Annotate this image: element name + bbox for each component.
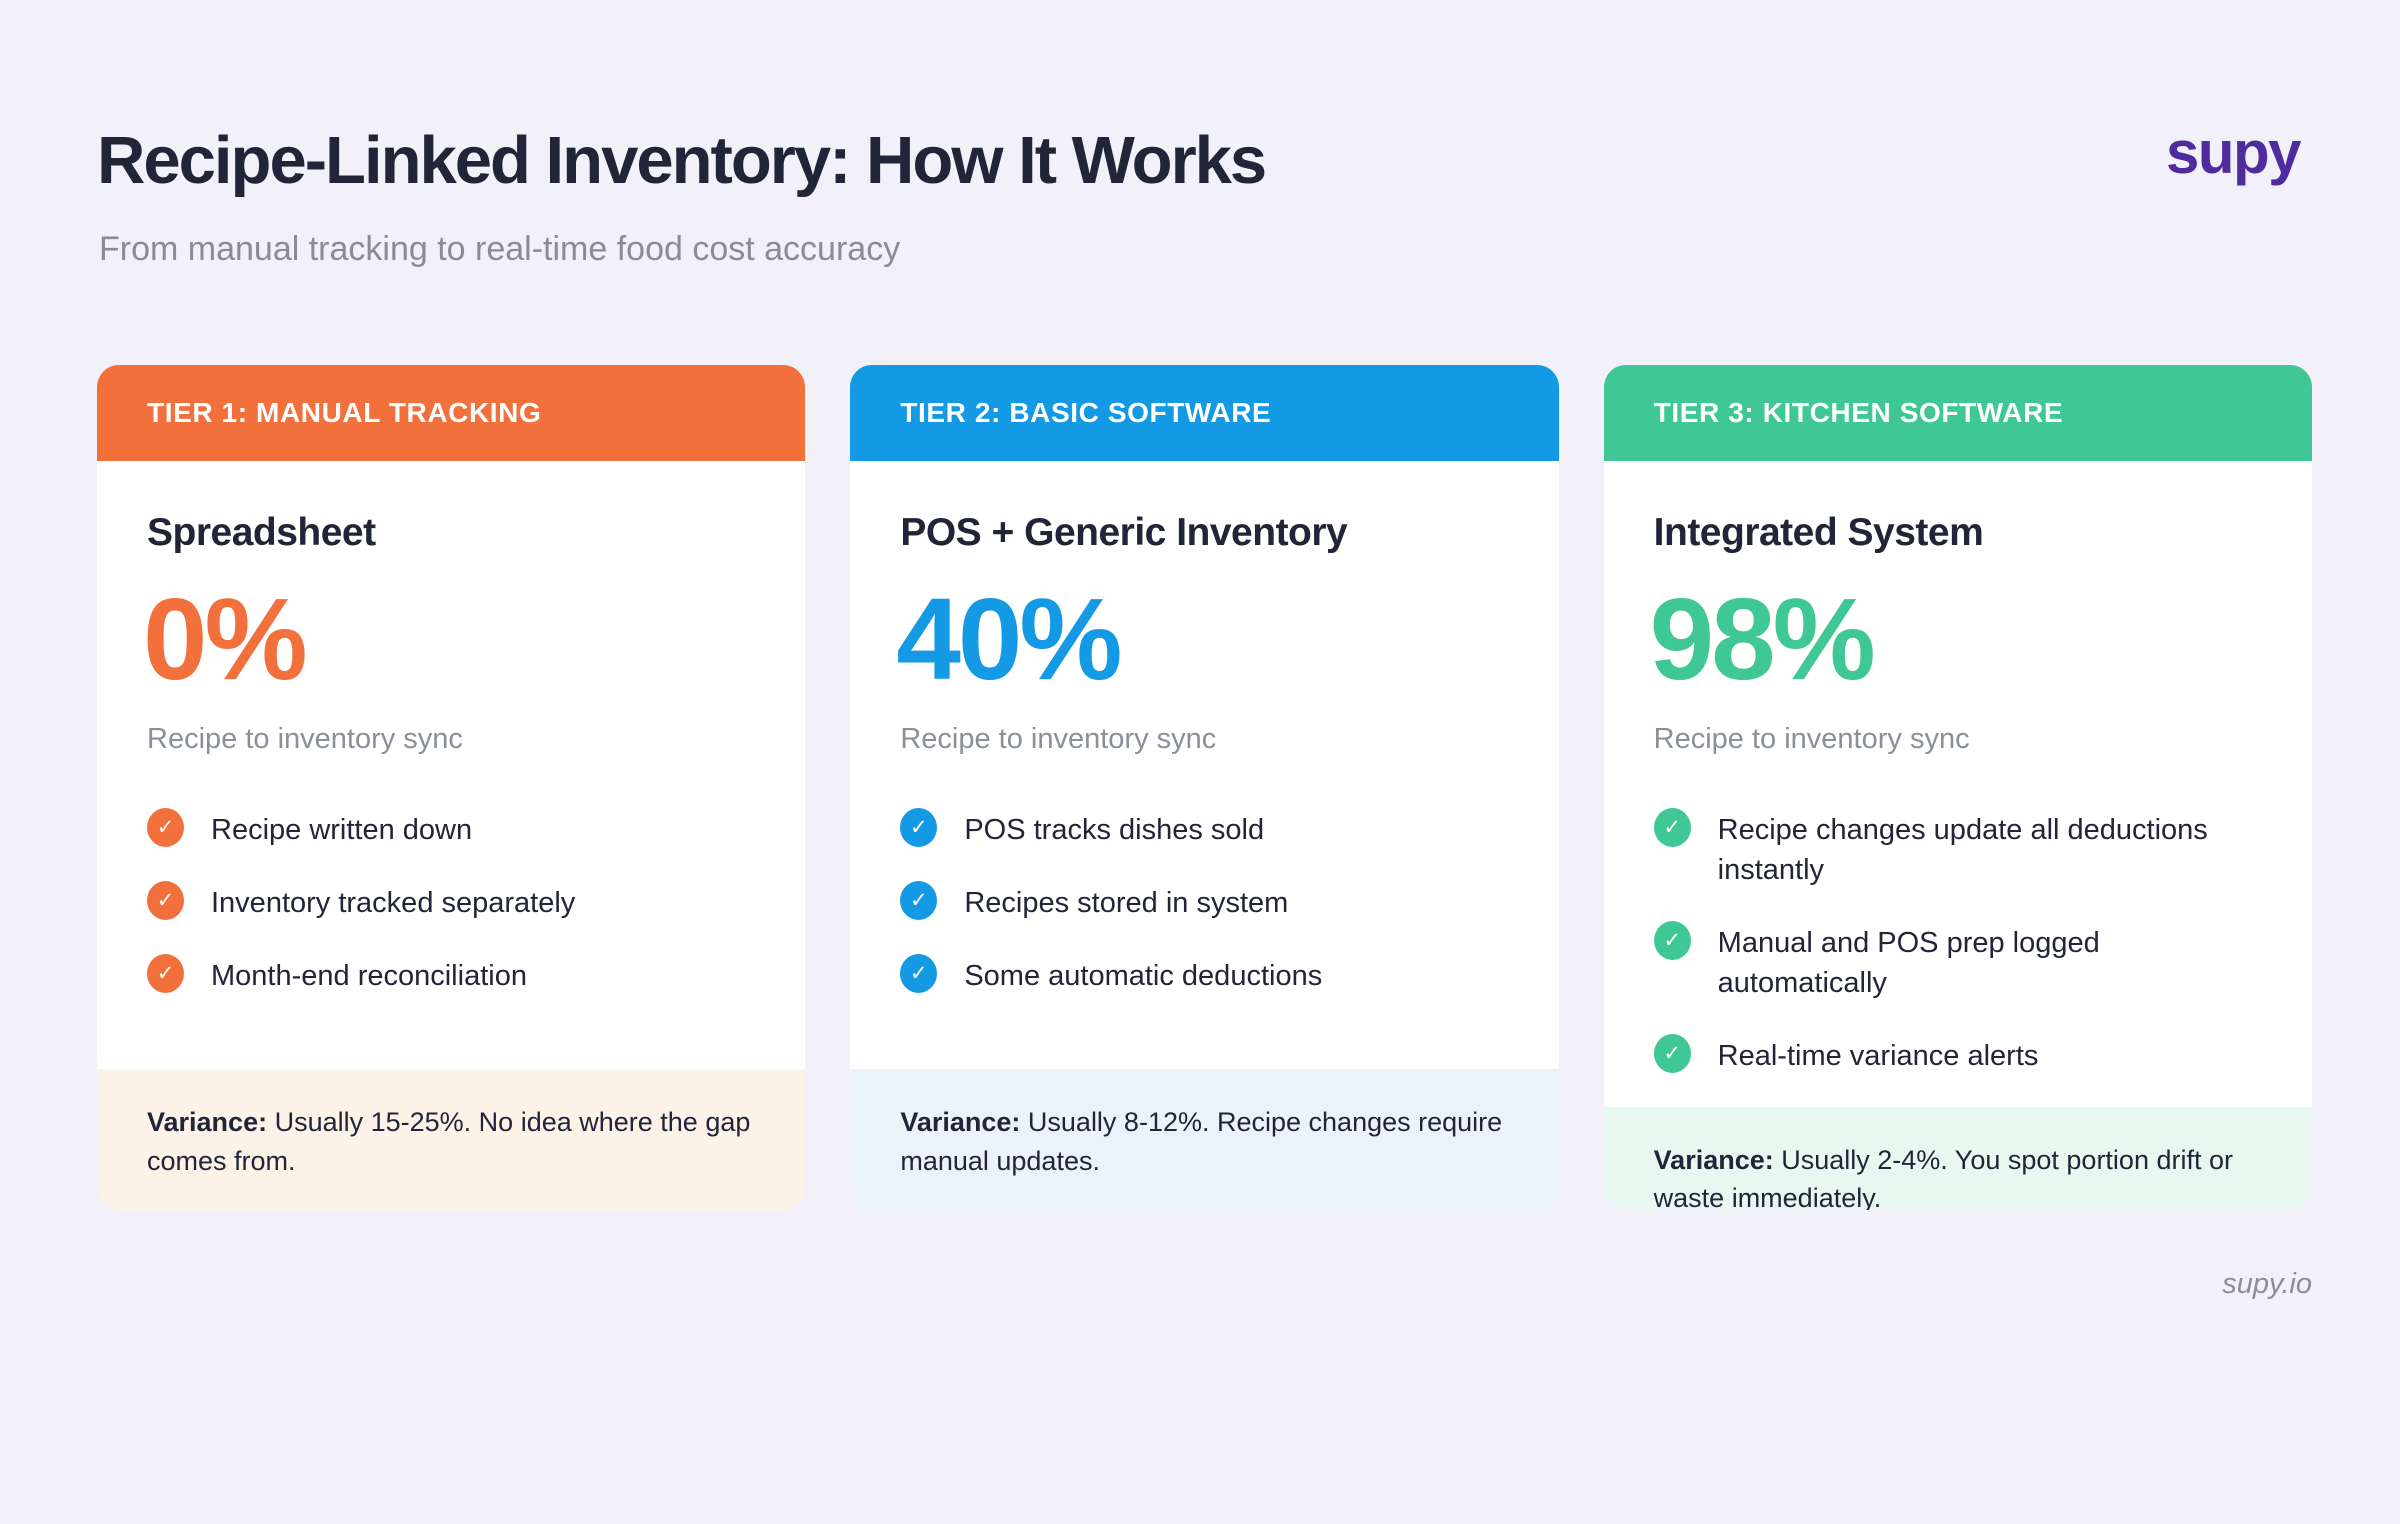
check-icon: ✓: [147, 881, 184, 921]
tier2-sync-caption: Recipe to inventory sync: [900, 723, 1217, 755]
tier-cards-row: TIER 1: MANUAL TRACKING Spreadsheet 0% R…: [97, 365, 2312, 1210]
feature-text: POS tracks dishes sold: [964, 814, 1265, 846]
variance-text: Usually 2-4%. You spot portion drift or …: [1653, 1145, 2233, 1210]
tier1-sync-caption: Recipe to inventory sync: [147, 723, 463, 755]
feature-item: ✓ Recipe changes update all deductions i…: [1653, 808, 2262, 890]
variance-label: Variance:: [900, 1107, 1021, 1138]
tier1-variance-footer: Variance: Usually 15-25%. No idea where …: [97, 1069, 806, 1210]
feature-text: Recipes stored in system: [964, 887, 1289, 920]
check-icon: ✓: [147, 808, 184, 847]
tier3-card: TIER 3: KITCHEN SOFTWARE Integrated Syst…: [1603, 365, 2312, 1210]
feature-item: ✓ Manual and POS prep logged automatical…: [1653, 921, 2262, 1003]
tier3-card-header: TIER 3: KITCHEN SOFTWARE: [1603, 365, 2312, 461]
variance-label: Variance:: [147, 1107, 268, 1138]
check-icon: ✓: [900, 954, 938, 994]
feature-text: Manual and POS prep logged automatically: [1717, 927, 2100, 1000]
tier2-card-body: POS + Generic Inventory 40% Recipe to in…: [850, 461, 1559, 1070]
check-icon: ✓: [147, 954, 184, 994]
tier2-card: TIER 2: BASIC SOFTWARE POS + Generic Inv…: [850, 365, 1559, 1210]
page-subtitle: From manual tracking to real-time food c…: [99, 230, 901, 269]
feature-item: ✓ Some automatic deductions: [900, 954, 1508, 996]
supy-logo: supy: [2165, 119, 2302, 186]
tier2-label: TIER 2: BASIC SOFTWARE: [900, 397, 1272, 428]
feature-text: Recipe changes update all deductions ins…: [1717, 814, 2208, 887]
tier2-feature-list: ✓ POS tracks dishes sold ✓ Recipes store…: [900, 808, 1508, 996]
tier1-sync-percent: 0%: [143, 574, 308, 704]
feature-item: ✓ Recipe written down: [147, 808, 755, 850]
check-icon: ✓: [900, 881, 938, 921]
check-icon: ✓: [1653, 808, 1691, 847]
tier3-sync-caption: Recipe to inventory sync: [1653, 723, 1970, 755]
tier1-card-header: TIER 1: MANUAL TRACKING: [97, 365, 806, 461]
variance-text: Usually 15-25%. No idea where the gap co…: [147, 1107, 751, 1176]
tier2-system-name: POS + Generic Inventory: [900, 511, 1348, 554]
page-title: Recipe-Linked Inventory: How It Works: [97, 123, 1267, 198]
feature-text: Inventory tracked separately: [211, 887, 576, 920]
tier1-feature-list: ✓ Recipe written down ✓ Inventory tracke…: [147, 808, 755, 996]
tier3-label: TIER 3: KITCHEN SOFTWARE: [1653, 397, 2064, 428]
check-icon: ✓: [1653, 921, 1691, 961]
tier3-feature-list: ✓ Recipe changes update all deductions i…: [1653, 808, 2262, 1076]
feature-text: Real-time variance alerts: [1717, 1040, 2039, 1073]
feature-item: ✓ POS tracks dishes sold: [900, 808, 1508, 850]
check-icon: ✓: [1653, 1034, 1691, 1074]
feature-item: ✓ Real-time variance alerts: [1653, 1034, 2262, 1076]
tier2-sync-percent: 40%: [896, 574, 1122, 704]
tier2-variance-footer: Variance: Usually 8-12%. Recipe changes …: [850, 1069, 1559, 1210]
feature-item: ✓ Recipes stored in system: [900, 881, 1508, 923]
feature-item: ✓ Inventory tracked separately: [147, 881, 755, 923]
page-header: Recipe-Linked Inventory: How It Works Fr…: [97, 119, 2312, 269]
tier3-system-name: Integrated System: [1653, 511, 1984, 554]
feature-text: Month-end reconciliation: [211, 960, 527, 993]
tier2-card-header: TIER 2: BASIC SOFTWARE: [850, 365, 1559, 461]
tier3-card-body: Integrated System 98% Recipe to inventor…: [1603, 461, 2312, 1108]
feature-text: Recipe written down: [211, 814, 473, 846]
feature-item: ✓ Month-end reconciliation: [147, 954, 755, 996]
variance-label: Variance:: [1653, 1145, 1774, 1176]
tier1-label: TIER 1: MANUAL TRACKING: [147, 397, 542, 428]
feature-text: Some automatic deductions: [964, 960, 1323, 993]
tier1-card-body: Spreadsheet 0% Recipe to inventory sync …: [97, 461, 806, 1070]
site-credit: supy.io: [2222, 1268, 2312, 1300]
variance-text: Usually 8-12%. Recipe changes require ma…: [900, 1107, 1503, 1176]
tier3-sync-percent: 98%: [1649, 574, 1876, 704]
check-icon: ✓: [900, 808, 938, 847]
tier3-variance-footer: Variance: Usually 2-4%. You spot portion…: [1603, 1107, 2312, 1210]
tier1-system-name: Spreadsheet: [147, 511, 376, 554]
tier1-card: TIER 1: MANUAL TRACKING Spreadsheet 0% R…: [97, 365, 806, 1210]
